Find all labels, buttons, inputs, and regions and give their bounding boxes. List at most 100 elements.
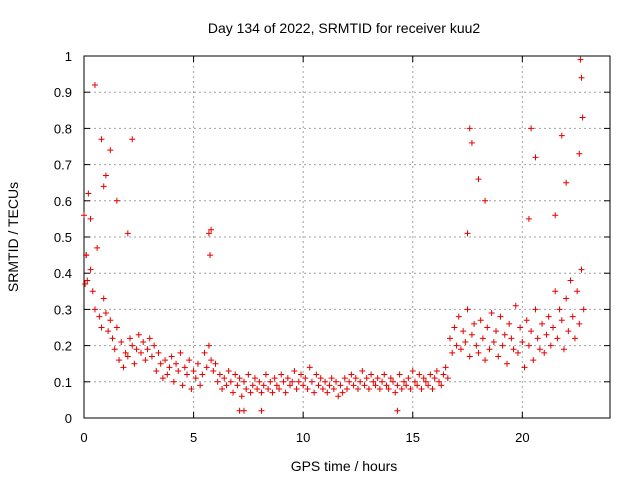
data-point [567, 277, 574, 284]
data-point [579, 114, 586, 121]
data-point [453, 342, 460, 349]
data-point [431, 375, 438, 382]
data-point [306, 364, 313, 371]
data-point [368, 371, 375, 378]
data-point [528, 125, 535, 132]
data-point [396, 371, 403, 378]
data-point [429, 386, 436, 393]
data-point [129, 136, 136, 143]
y-tick-label: 1 [65, 49, 72, 64]
data-point [100, 183, 107, 190]
y-tick-label: 0.6 [54, 194, 72, 209]
data-point [580, 306, 587, 313]
data-point [170, 378, 177, 385]
data-point [416, 371, 423, 378]
data-point [571, 335, 578, 342]
data-point [405, 375, 412, 382]
data-point [201, 349, 208, 356]
data-point [300, 382, 307, 389]
data-point [495, 353, 502, 360]
data-point [475, 176, 482, 183]
data-point [344, 386, 350, 393]
data-point [208, 357, 215, 364]
data-point [227, 378, 234, 385]
data-point [168, 353, 175, 360]
data-point [131, 360, 138, 367]
data-point [528, 328, 535, 335]
data-point [122, 349, 129, 356]
data-point [98, 136, 105, 143]
data-point [514, 349, 521, 356]
data-point [166, 364, 173, 371]
data-point [490, 338, 497, 345]
data-point [333, 378, 340, 385]
data-point [192, 375, 199, 382]
data-point [216, 371, 223, 378]
data-point [179, 382, 186, 389]
data-point [376, 386, 383, 393]
data-point [578, 266, 585, 273]
data-point [398, 386, 405, 393]
data-point [532, 154, 539, 161]
data-point [534, 335, 541, 342]
data-point [449, 349, 456, 356]
data-point [558, 317, 565, 324]
y-tick-label: 0.8 [54, 121, 72, 136]
data-point [186, 357, 193, 364]
data-point [394, 407, 401, 414]
data-point [94, 244, 101, 251]
data-point [311, 389, 318, 396]
data-point [471, 320, 478, 327]
data-point [240, 378, 247, 385]
data-point [197, 382, 204, 389]
data-point [151, 342, 158, 349]
data-point [477, 317, 484, 324]
data-point [337, 382, 344, 389]
data-point [565, 328, 572, 335]
y-axis-label: SRMTID / TECUs [5, 182, 21, 292]
data-point [85, 190, 92, 197]
data-point [219, 386, 226, 393]
data-point [232, 371, 239, 378]
data-point [91, 81, 98, 88]
data-point [87, 266, 94, 273]
y-tick-label: 0 [65, 411, 72, 426]
x-axis-label: GPS time / hours [291, 458, 398, 474]
data-point [455, 313, 462, 320]
data-point [153, 367, 160, 374]
data-point [541, 349, 548, 356]
data-point [256, 378, 263, 385]
x-tick-label: 0 [80, 430, 87, 445]
data-point [558, 132, 565, 139]
data-point [124, 353, 131, 360]
data-point [550, 324, 557, 331]
data-point [326, 382, 333, 389]
data-point [267, 378, 274, 385]
data-point [159, 375, 166, 382]
data-point [137, 349, 144, 356]
data-point [83, 252, 90, 259]
data-point [258, 389, 265, 396]
data-point [545, 313, 552, 320]
data-point [273, 382, 280, 389]
data-point [576, 320, 583, 327]
data-point [295, 378, 302, 385]
data-point [265, 386, 272, 393]
data-point [118, 338, 125, 345]
data-point [230, 389, 237, 396]
data-point [442, 364, 449, 371]
data-point [433, 367, 440, 374]
data-point [181, 364, 188, 371]
data-point [501, 331, 508, 338]
y-tick-label: 0.5 [54, 230, 72, 245]
data-point [425, 382, 432, 389]
data-point [287, 382, 294, 389]
data-point [346, 378, 353, 385]
data-point [221, 375, 228, 382]
data-point [532, 306, 539, 313]
data-point [280, 378, 287, 385]
x-tick-label: 15 [406, 430, 420, 445]
data-point [499, 342, 506, 349]
data-point [205, 342, 212, 349]
data-point [436, 378, 443, 385]
